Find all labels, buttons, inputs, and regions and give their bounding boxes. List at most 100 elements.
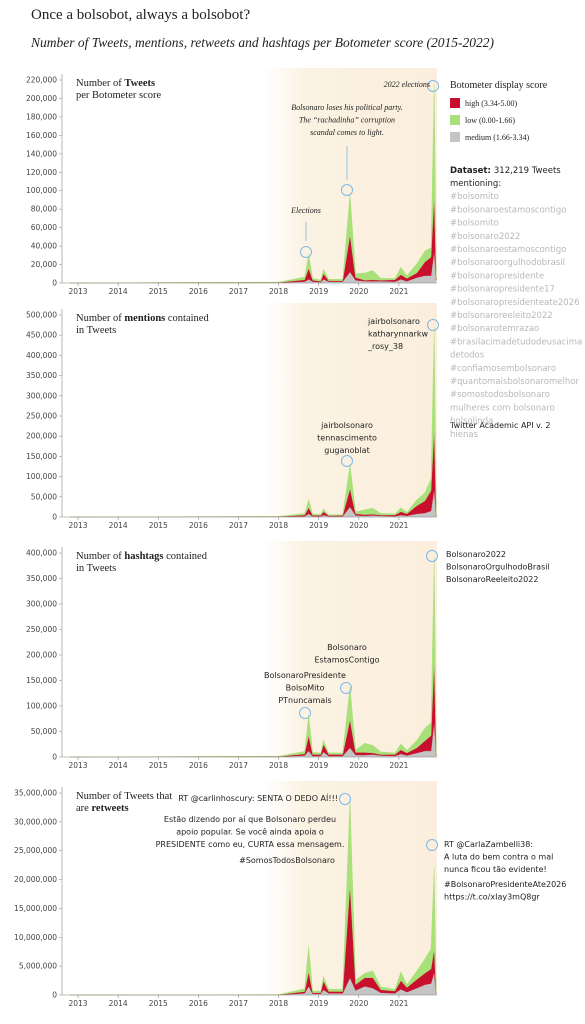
annotation: PTnuncamais: [278, 696, 331, 705]
legend-title: Botometer display score: [450, 80, 548, 91]
annotation-circle: [426, 550, 438, 562]
annotation: scandal comes to light.: [310, 128, 384, 137]
y-tick-label: 50,000: [31, 727, 57, 736]
annotation-circle: [427, 319, 439, 331]
y-tick-label: 60,000: [31, 223, 57, 232]
legend-swatch: [450, 98, 460, 108]
area-1: [69, 558, 437, 758]
x-tick-label: 2015: [149, 999, 168, 1008]
annotation: RT @carlinhoscury: SENTA O DEDO AÍ!!!: [178, 792, 338, 803]
panel-title-part: in Tweets: [76, 563, 116, 574]
y-tick-label: 150,000: [26, 676, 57, 685]
panel-title-part: in Tweets: [76, 325, 116, 336]
y-tick-label: 100,000: [26, 186, 57, 195]
y-tick-label: 220,000: [26, 76, 57, 85]
panel-title-part: Tweets: [124, 78, 155, 89]
y-tick-label: 200,000: [26, 432, 57, 441]
x-tick-label: 2021: [389, 999, 408, 1008]
panel-title-part: Number of Tweets that: [76, 791, 172, 802]
annotation: BolsoMito: [286, 684, 325, 693]
annotation: Bolsonaro loses his political party.: [291, 103, 402, 112]
dataset-line: #confiamosembolsonaro: [450, 364, 556, 374]
y-tick-label: 250,000: [26, 412, 57, 421]
y-tick-label: 40,000: [31, 242, 57, 251]
panel-title: per Botometer score: [76, 90, 161, 101]
panel-title-part: Number of: [76, 551, 124, 562]
panel-title-part: retweets: [91, 803, 128, 814]
x-tick-label: 2014: [109, 999, 128, 1008]
y-tick-label: 140,000: [26, 149, 57, 158]
panel-title-part: are: [76, 803, 91, 814]
annotation-circle: [341, 184, 353, 196]
y-tick-label: 0: [52, 279, 57, 288]
dataset-line: #bolsonaropresidente17: [450, 285, 555, 295]
x-tick-label: 2014: [109, 521, 128, 530]
annotation: jairbolsonaro: [367, 317, 420, 326]
x-tick-label: 2016: [189, 287, 208, 296]
dataset-line: #brasilacimadetudodeusacima: [450, 337, 582, 347]
dataset-line: #bolsonarotemrazao: [450, 324, 539, 334]
annotation: katharynnarkw: [368, 330, 428, 339]
panel-title: are retweets: [76, 803, 129, 814]
x-tick-label: 2013: [68, 999, 87, 1008]
x-tick-label: 2015: [149, 287, 168, 296]
x-tick-label: 2021: [389, 761, 408, 770]
panel-title-part: Number of: [76, 78, 124, 89]
y-tick-label: 100,000: [26, 702, 57, 711]
legend-label: medium (1.66-3.34): [465, 133, 530, 142]
annotation: apoio popular. Se você ainda apoia o: [176, 827, 324, 837]
x-tick-label: 2018: [269, 999, 288, 1008]
y-tick-label: 180,000: [26, 112, 57, 121]
y-tick-label: 20,000,000: [14, 875, 57, 884]
dataset-line: #bolsonaro2022: [450, 232, 520, 242]
annotation-circle: [299, 707, 311, 719]
x-tick-label: 2014: [109, 761, 128, 770]
dataset-label: Dataset:: [450, 166, 491, 176]
annotation: _rosy_38: [367, 342, 403, 351]
dataset-line: #bolsonaropresidenteate2026: [450, 298, 580, 308]
y-tick-label: 500,000: [26, 311, 57, 320]
page-subtitle: Number of Tweets, mentions, retweets and…: [30, 35, 494, 50]
x-tick-label: 2020: [349, 761, 368, 770]
y-tick-label: 450,000: [26, 331, 57, 340]
annotation: BolsonaroOrgulhodoBrasil: [446, 563, 550, 572]
y-tick-label: 150,000: [26, 452, 57, 461]
y-tick-label: 0: [52, 513, 57, 522]
x-tick-label: 2016: [189, 761, 208, 770]
x-tick-label: 2016: [189, 999, 208, 1008]
annotation: BolsonaroPresidente: [264, 671, 346, 680]
y-tick-label: 0: [52, 991, 57, 1000]
x-tick-label: 2019: [309, 287, 328, 296]
x-tick-label: 2015: [149, 521, 168, 530]
panel-title-part: contained: [165, 313, 209, 324]
x-tick-label: 2013: [68, 521, 87, 530]
y-tick-label: 350,000: [26, 371, 57, 380]
x-tick-label: 2020: [349, 287, 368, 296]
legend-label: low (0.00-1.66): [465, 116, 515, 125]
legend-swatch: [450, 132, 460, 142]
annotation-circle: [300, 246, 312, 258]
y-tick-label: 300,000: [26, 391, 57, 400]
y-tick-label: 400,000: [26, 549, 57, 558]
x-tick-label: 2020: [349, 999, 368, 1008]
annotation-circle: [426, 839, 438, 851]
annotation: BolsonaroReeleito2022: [446, 575, 538, 584]
y-tick-label: 400,000: [26, 351, 57, 360]
panel-title: Number of mentions contained: [76, 313, 209, 324]
page-title: Once a bolsobot, always a bolsobot?: [31, 7, 250, 23]
annotation: Elections: [290, 206, 321, 215]
panel-title: in Tweets: [76, 325, 116, 336]
annotation: Estão dizendo por aí que Bolsonaro perde…: [164, 815, 336, 824]
panel-title-part: mentions: [124, 313, 165, 324]
dataset-line: #bolsomito: [450, 192, 499, 202]
x-tick-label: 2013: [68, 287, 87, 296]
annotation: https://t.co/xIay3mQ8gr: [444, 893, 540, 902]
x-tick-label: 2019: [309, 521, 328, 530]
dataset-line: #bolsomito: [450, 219, 499, 229]
x-tick-label: 2018: [269, 521, 288, 530]
dataset-line: #bolsonaroestamoscontigo: [450, 205, 566, 215]
y-tick-label: 35,000,000: [14, 789, 57, 798]
x-tick-label: 2019: [309, 999, 328, 1008]
y-tick-label: 120,000: [26, 168, 57, 177]
dataset-line: #quantomaisbolsonaromelhor: [450, 377, 579, 387]
